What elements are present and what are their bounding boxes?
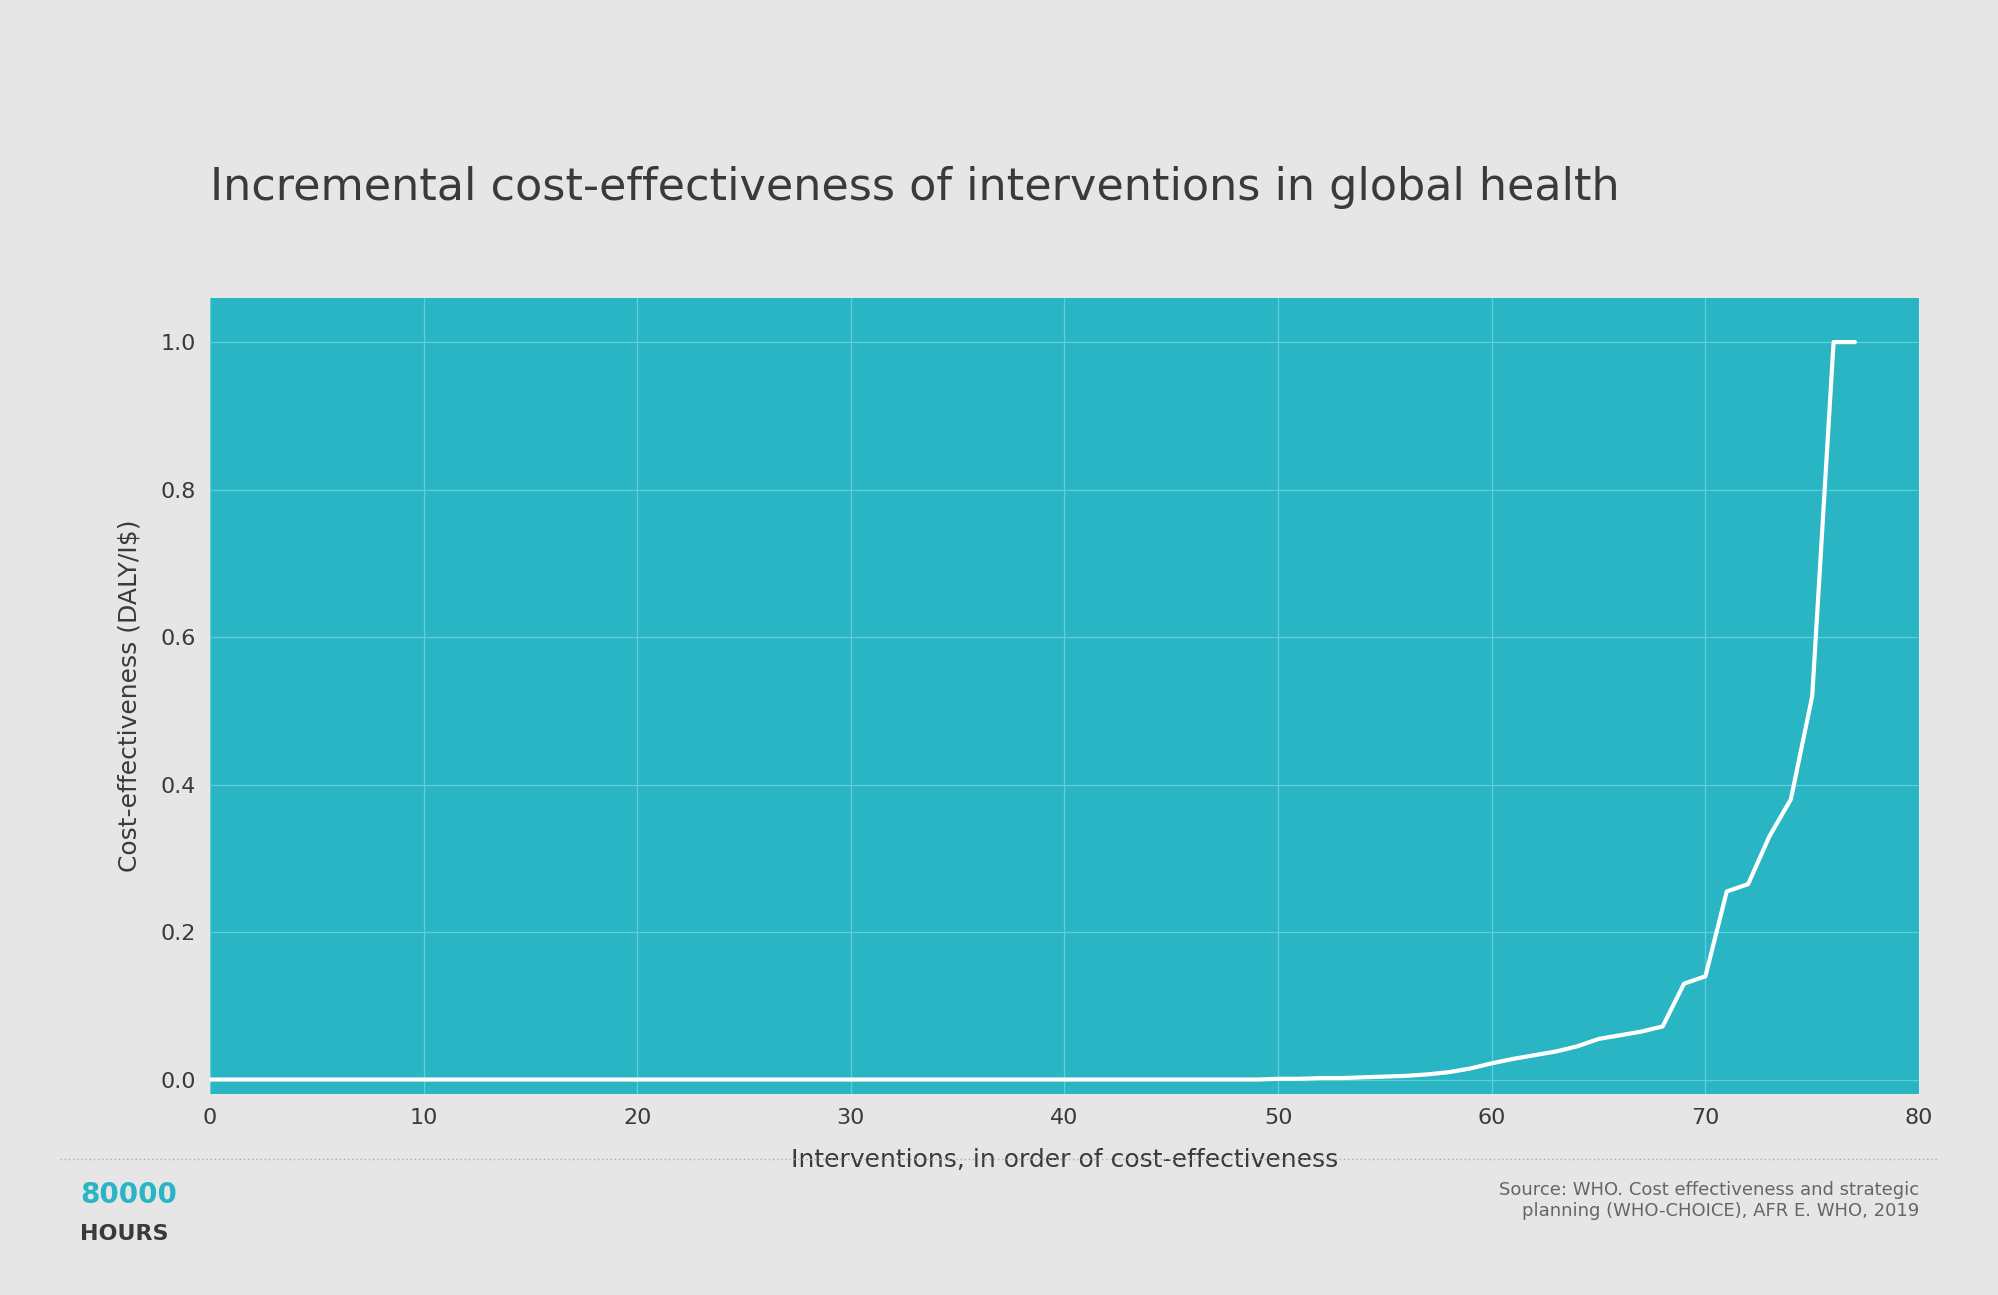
Y-axis label: Cost-effectiveness (DALY/I$): Cost-effectiveness (DALY/I$)	[118, 519, 142, 873]
X-axis label: Interventions, in order of cost-effectiveness: Interventions, in order of cost-effectiv…	[791, 1147, 1337, 1172]
Text: HOURS: HOURS	[80, 1224, 168, 1243]
Text: 80000: 80000	[80, 1181, 176, 1210]
Text: Source: WHO. Cost effectiveness and strategic
planning (WHO-CHOICE), AFR E. WHO,: Source: WHO. Cost effectiveness and stra…	[1498, 1181, 1918, 1220]
Text: Incremental cost-effectiveness of interventions in global health: Incremental cost-effectiveness of interv…	[210, 166, 1618, 210]
